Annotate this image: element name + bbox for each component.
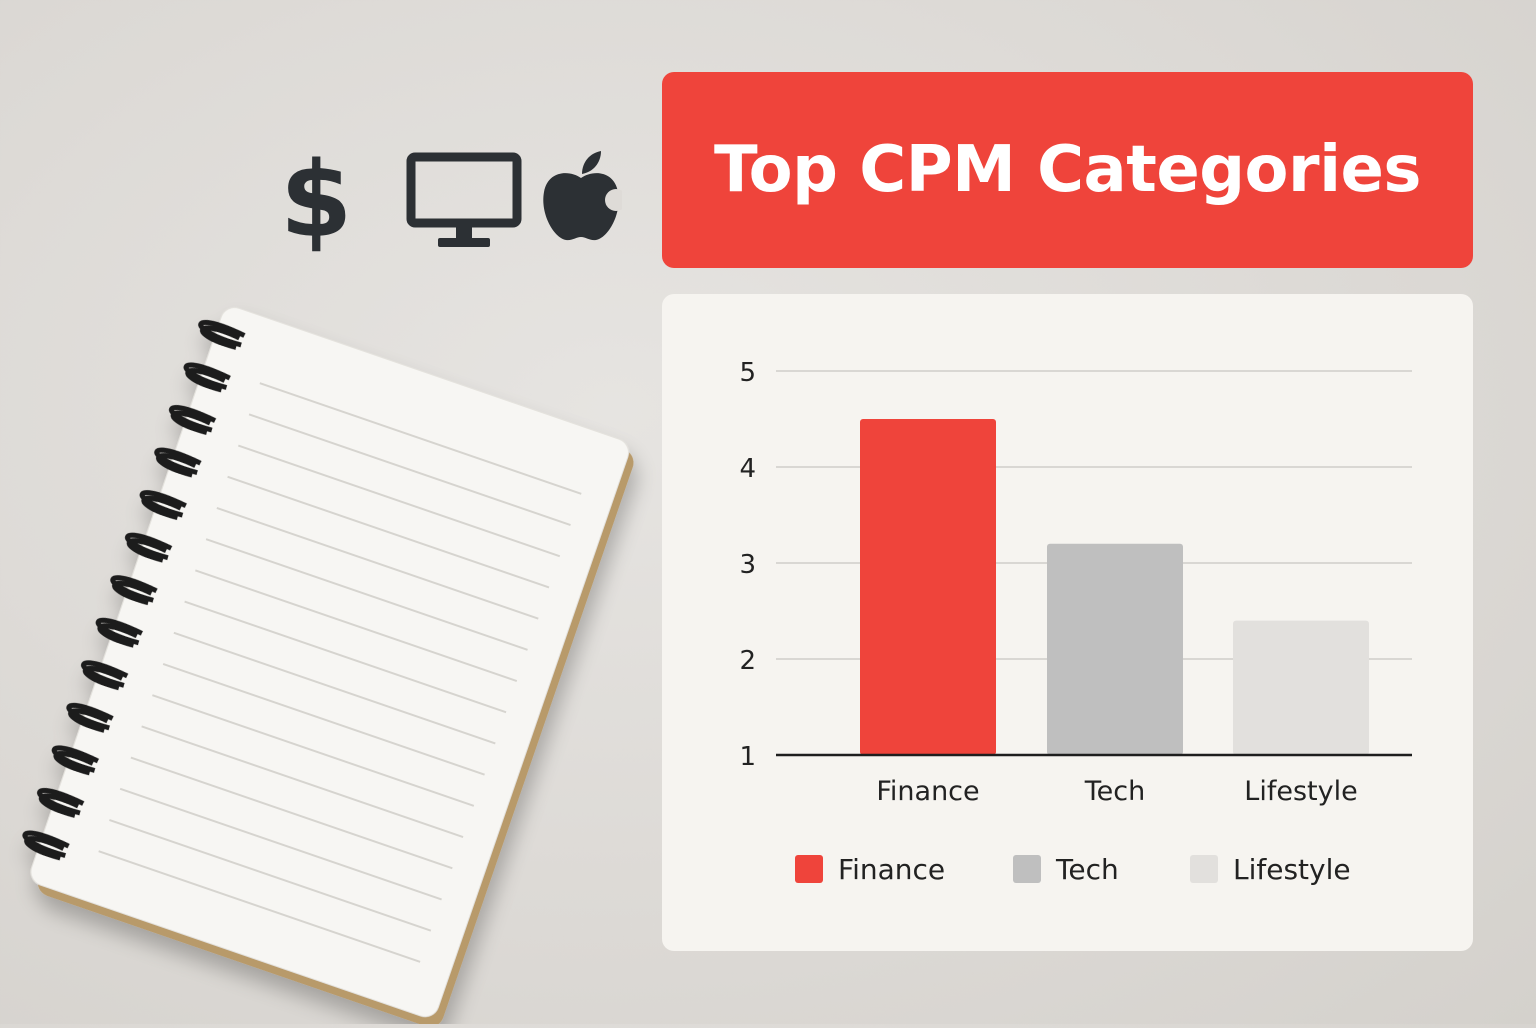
header-icons: $ [270, 140, 640, 260]
notebook-rule-line [109, 819, 432, 932]
spiral-ring [183, 362, 231, 393]
monitor-icon [406, 152, 522, 250]
notebook-rule-line [259, 382, 582, 495]
notebook-illustration [0, 0, 660, 1027]
spiral-ring [37, 788, 85, 818]
notebook-rule-line [184, 600, 507, 714]
dollar-sign-icon: $ [280, 139, 353, 261]
notebook-rule-line [152, 694, 475, 807]
chart-title: Top CPM Categories [714, 133, 1422, 207]
notebook-rule-line [216, 507, 539, 620]
spiral-ring [154, 447, 202, 478]
y-tick-label: 2 [739, 646, 756, 676]
legend-swatch [1013, 855, 1041, 883]
notebook-rule-line [119, 787, 442, 901]
y-tick-label: 5 [739, 358, 756, 388]
spiral-ring [139, 490, 187, 521]
y-tick-label: 4 [739, 454, 756, 484]
x-tick-label: Lifestyle [1244, 776, 1357, 807]
legend-swatch [795, 855, 823, 883]
spiral-ring [110, 575, 158, 606]
spiral-ring [168, 405, 217, 436]
legend-label: Finance [838, 853, 945, 886]
notebook-rule-line [130, 756, 453, 870]
notebook-rule-line [237, 444, 561, 558]
spiral-ring [66, 702, 114, 733]
title-banner: Top CPM Categories [662, 72, 1473, 268]
spiral-ring [51, 745, 100, 776]
chart-card: 1 2 3 4 5 Finance Tech Lifestyle Finance Tech Life… [662, 294, 1473, 951]
notebook-rule-line [195, 569, 518, 683]
legend-label: Lifestyle [1233, 853, 1351, 886]
bar-tech [1047, 543, 1183, 755]
bar-lifestyle [1233, 620, 1369, 755]
spiral-ring [81, 660, 129, 691]
notebook-rule-line [162, 663, 485, 776]
notebook-rule-line [248, 413, 571, 526]
x-tick-label: Tech [1084, 776, 1145, 807]
spiral-ring [125, 532, 173, 563]
spiral-ring [95, 617, 144, 648]
spiral-notebook-image [22, 307, 634, 1027]
notebook-rule-line [98, 850, 421, 963]
spiral-ring [22, 830, 70, 861]
notebook-rule-line [205, 538, 528, 651]
notebook-rule-line [173, 631, 496, 745]
notebook-rule-line [141, 725, 464, 839]
bar-chart: 1 2 3 4 5 Finance Tech Lifestyle Finance Tech Life… [739, 358, 1412, 886]
notebook-rule-line [227, 475, 550, 589]
x-tick-label: Finance [876, 776, 979, 807]
y-tick-label: 3 [739, 550, 756, 580]
spiral-ring [198, 319, 246, 350]
apple-logo-icon [540, 148, 622, 244]
legend-label: Tech [1055, 853, 1119, 886]
bar-finance [860, 419, 996, 755]
legend-swatch [1190, 855, 1218, 883]
y-tick-label: 1 [739, 742, 756, 772]
